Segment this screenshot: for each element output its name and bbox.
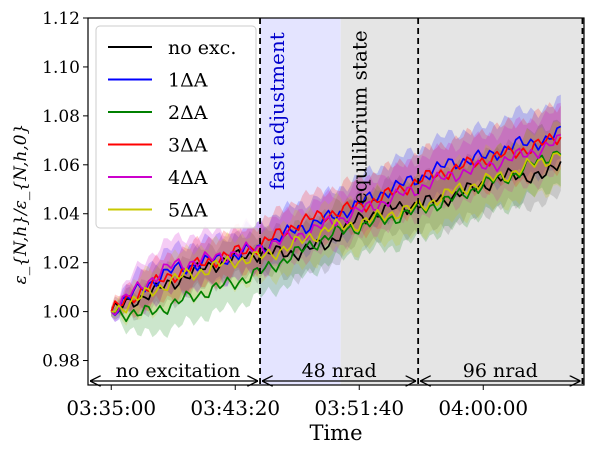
y-tick-label: 1.08 [42,107,80,127]
shaded-regions [260,18,584,385]
band-series-4 [111,102,561,319]
x-tick-label: 03:51:40 [314,396,404,420]
x-tick-label: 03:43:20 [190,396,280,420]
y-tick-label: 1.06 [42,156,80,176]
band-series-2 [111,94,561,322]
region-labels: fast adjustment equilibrium state [265,30,372,204]
phase-annotations: no excitation 48 nrad 96 nrad [90,360,581,382]
phase-label-1: no excitation [116,360,241,382]
phase-label-2: 48 nrad [302,360,377,382]
legend-label-2: 1ΔA [168,70,208,92]
y-tick-label: 1.12 [42,9,80,29]
y-tick-label: 1.10 [42,58,80,78]
axis-ticks: 0.98 1.00 1.02 1.04 1.06 1.08 1.10 1.12 03:35:00… [42,9,528,420]
y-axis-label: ε_{N,h}/ε_{N,h,0} [11,124,31,285]
phase-dividers [259,18,584,385]
y-tick-label: 0.98 [42,352,80,372]
y-tick-label: 1.02 [42,254,80,274]
legend: no exc. 1ΔA 2ΔA 3ΔA 4ΔA 5ΔA [95,25,257,229]
x-tick-label: 04:00:00 [438,396,528,420]
line-series-1 [110,161,562,312]
phase-label-3: 96 nrad [463,360,538,382]
line-series-6 [111,152,562,314]
y-tick-label: 1.00 [42,303,80,323]
legend-label-4: 3ΔA [168,135,208,157]
legend-label-1: no exc. [168,37,236,59]
y-tick-label: 1.04 [42,205,80,225]
region-label-equilibrium-state: equilibrium state [348,30,372,204]
legend-label-6: 5ΔA [168,200,208,222]
x-tick-label: 03:35:00 [66,396,156,420]
series-lines [110,125,562,323]
x-axis-label: Time [309,421,362,445]
band-series-5 [111,102,561,323]
region-label-fast-adjustment: fast adjustment [265,32,289,190]
legend-label-3: 2ΔA [168,102,208,124]
legend-label-5: 4ΔA [168,167,208,189]
region-fast-adjustment [260,18,341,385]
